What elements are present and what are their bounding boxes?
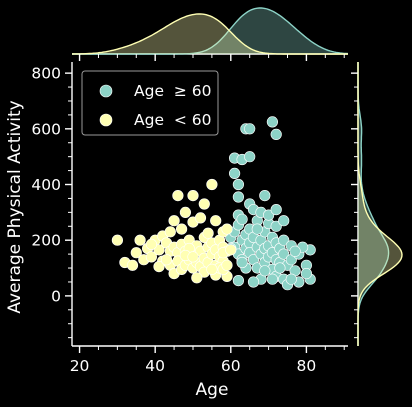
y-tick-label: 800 — [31, 65, 61, 83]
data-point-series-0 — [270, 128, 282, 140]
right-kde-line-series-1 — [357, 62, 403, 346]
right-marginal-kde — [351, 62, 403, 346]
data-point-series-1 — [179, 206, 191, 218]
top-kde-line-series-0 — [72, 7, 349, 55]
data-point-series-1 — [206, 178, 218, 191]
data-point-series-0 — [270, 220, 282, 232]
y-tick-label: 400 — [31, 176, 61, 194]
data-point-series-0 — [251, 223, 263, 235]
top-kde-fill-series-0 — [72, 8, 348, 54]
legend-marker-age-60-plus — [99, 84, 113, 98]
right-kde-fill-series-1 — [358, 62, 402, 346]
data-point-series-0 — [263, 209, 275, 221]
data-point-series-0 — [232, 275, 244, 287]
x-tick-label: 40 — [145, 357, 165, 375]
x-axis-label: Age — [196, 380, 229, 400]
data-point-series-0 — [278, 215, 290, 227]
data-point-series-0 — [259, 190, 271, 202]
data-point-series-1 — [176, 223, 188, 235]
right-kde-fill-series-0 — [358, 62, 389, 346]
data-point-series-0 — [278, 248, 290, 260]
data-point-series-1 — [153, 244, 165, 256]
plot-area — [111, 116, 316, 291]
data-point-series-0 — [229, 167, 241, 179]
data-point-series-1 — [164, 226, 176, 238]
data-point-series-1 — [168, 215, 180, 227]
top-marginal-kde — [71, 7, 349, 61]
data-point-series-1 — [206, 263, 218, 276]
legend-box — [81, 70, 219, 136]
data-point-series-1 — [194, 212, 207, 224]
y-axis-label: Average Physical Activity — [5, 100, 25, 313]
data-point-series-1 — [221, 259, 233, 271]
data-point-series-0 — [278, 234, 290, 246]
data-point-series-1 — [172, 190, 184, 202]
data-point-series-1 — [153, 261, 165, 273]
data-point-series-0 — [244, 123, 256, 135]
top-kde-fill-series-1 — [72, 14, 348, 54]
data-point-series-0 — [266, 273, 279, 285]
data-point-series-1 — [191, 272, 203, 284]
data-point-series-1 — [221, 223, 233, 235]
data-point-series-0 — [289, 245, 301, 257]
legend-label-age-60-plus: Age ≥ 60 — [134, 82, 211, 100]
data-point-series-0 — [270, 204, 282, 216]
data-point-series-1 — [134, 234, 146, 246]
data-point-series-0 — [247, 276, 260, 288]
scatter-points — [111, 116, 316, 291]
data-point-series-1 — [160, 254, 173, 266]
data-point-series-1 — [198, 198, 210, 210]
data-point-series-0 — [266, 116, 279, 128]
data-point-series-1 — [187, 190, 199, 202]
data-point-series-0 — [259, 265, 271, 277]
legend-marker-age-under-60 — [99, 113, 113, 127]
data-point-series-0 — [274, 262, 286, 274]
top-kde-line-series-1 — [71, 13, 348, 55]
y-tick-label: 0 — [51, 287, 61, 305]
y-tick-label: 600 — [31, 120, 61, 138]
data-point-series-0 — [300, 268, 313, 280]
x-tick-label: 20 — [70, 357, 90, 375]
data-point-series-0 — [232, 178, 244, 191]
data-point-series-0 — [232, 191, 244, 203]
data-point-series-1 — [202, 227, 214, 239]
data-point-series-1 — [130, 247, 142, 259]
x-tick-label: 60 — [221, 357, 241, 375]
legend: Age ≥ 60 Age < 60 — [81, 70, 219, 136]
data-point-series-1 — [111, 234, 123, 246]
data-point-series-0 — [285, 273, 297, 285]
data-point-series-1 — [145, 251, 157, 263]
data-point-series-1 — [145, 238, 157, 250]
data-point-series-0 — [236, 256, 248, 269]
data-point-series-1 — [126, 259, 139, 271]
data-point-series-1 — [225, 244, 237, 256]
data-point-series-1 — [187, 251, 199, 263]
data-point-series-0 — [236, 213, 248, 225]
legend-label-age-under-60: Age < 60 — [134, 111, 211, 129]
x-tick-label: 80 — [297, 357, 317, 375]
y-tick-label: 200 — [31, 232, 61, 250]
data-point-series-1 — [210, 215, 222, 227]
right-kde-line-series-0 — [357, 62, 390, 346]
data-point-series-0 — [244, 151, 256, 163]
